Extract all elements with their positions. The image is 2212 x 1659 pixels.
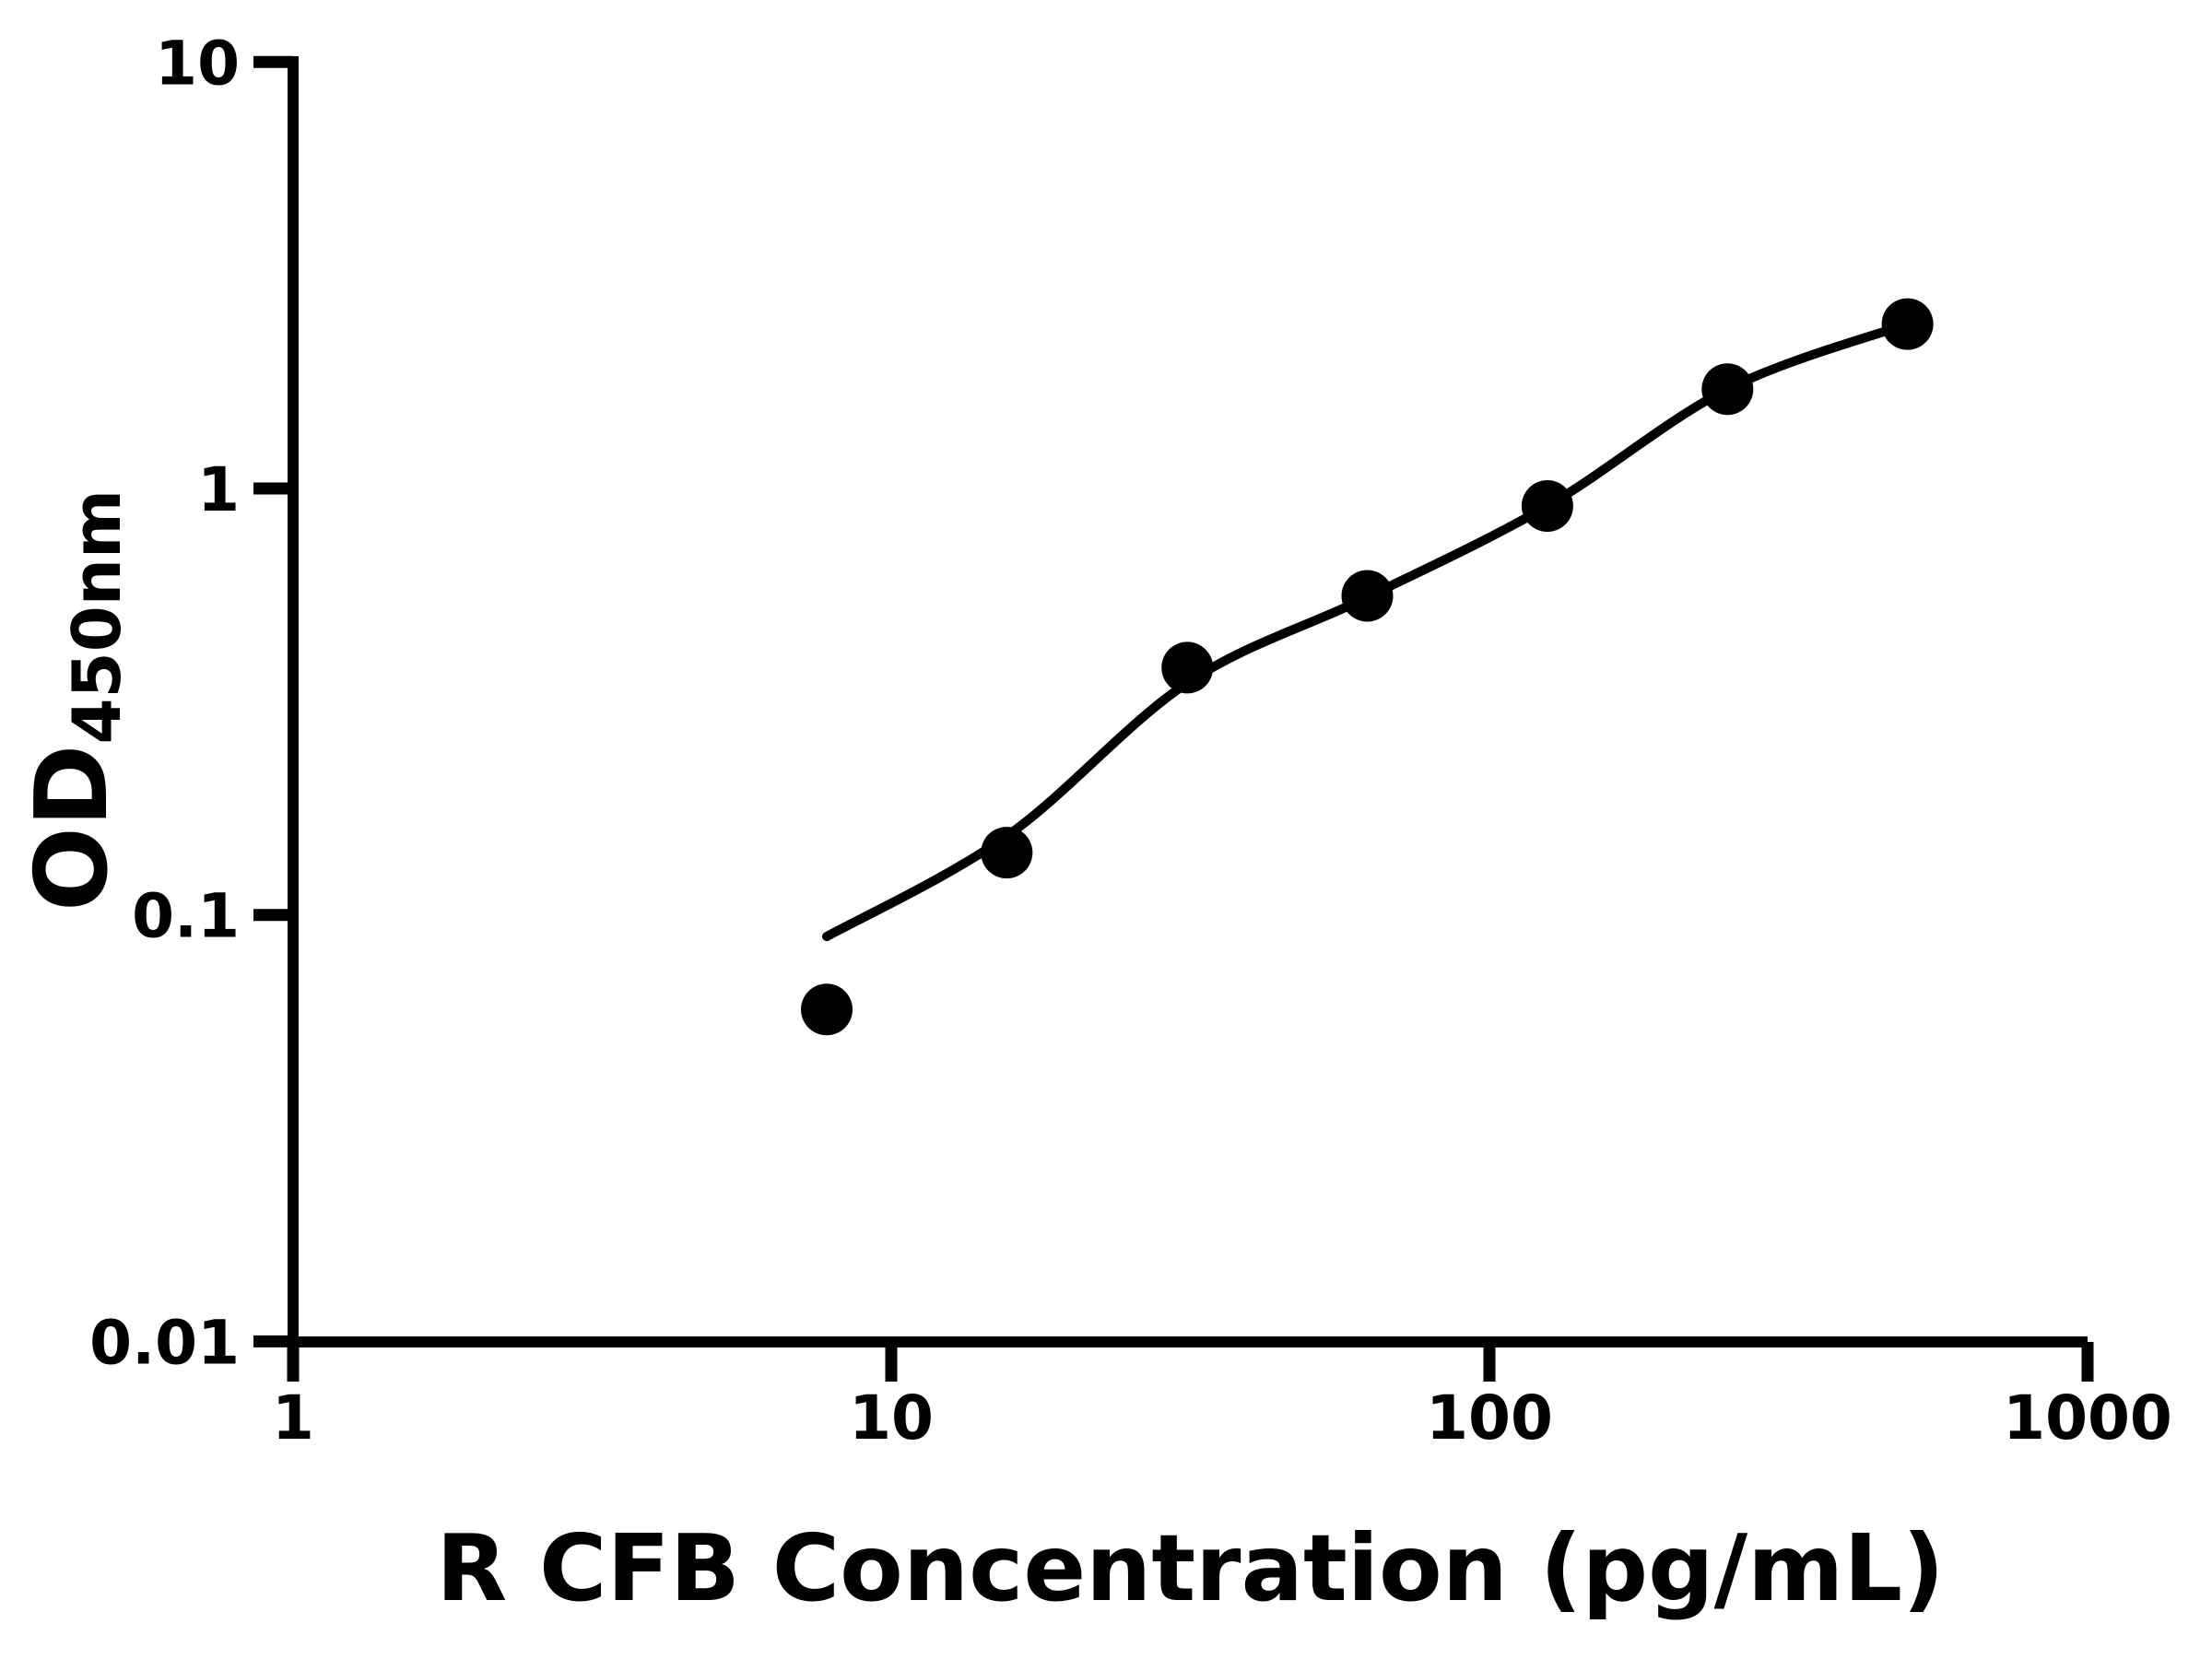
x-tick-label: 1	[272, 1382, 314, 1453]
x-tick-label: 10	[849, 1382, 934, 1453]
data-point	[1521, 480, 1573, 532]
data-point	[1161, 641, 1214, 694]
y-tick-label: 0.01	[89, 1307, 240, 1378]
y-tick-label: 0.1	[132, 881, 240, 952]
data-point	[1701, 363, 1754, 416]
data-point	[981, 827, 1033, 879]
data-point	[801, 983, 853, 1036]
x-axis-title: R CFB Concentration (pg/mL)	[436, 1514, 1945, 1622]
data-point	[1341, 570, 1394, 622]
y-tick-label: 10	[155, 28, 240, 99]
y-tick-label: 1	[197, 454, 240, 525]
x-tick-label: 1000	[2003, 1382, 2172, 1453]
data-point	[1881, 298, 1934, 350]
x-tick-label: 100	[1426, 1382, 1553, 1453]
y-axis-title: OD450nm	[15, 489, 135, 912]
